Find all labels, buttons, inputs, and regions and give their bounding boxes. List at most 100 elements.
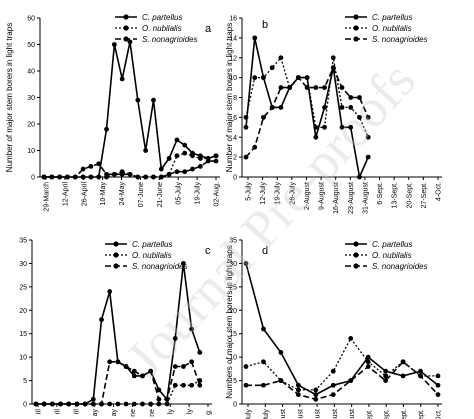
panel-label: c: [205, 245, 211, 257]
data-point: [33, 401, 39, 407]
x-tick-label: 07-June: [138, 182, 145, 207]
data-point: [123, 364, 129, 369]
y-tick-label: 20: [19, 308, 27, 315]
data-point: [181, 364, 186, 369]
legend-entry: S. nonagrioides: [142, 35, 198, 44]
data-point: [313, 124, 319, 130]
panel-label: a: [205, 23, 212, 35]
data-point: [127, 39, 133, 45]
data-point: [65, 174, 70, 180]
y-tick-label: 20: [229, 308, 237, 315]
x-tick-label: 02-Aug.: [214, 182, 221, 207]
data-point: [41, 401, 47, 407]
data-point: [348, 336, 354, 341]
series-line: [245, 263, 439, 396]
data-point: [330, 55, 336, 61]
data-point: [197, 164, 203, 169]
data-point: [348, 95, 354, 100]
data-point: [261, 114, 266, 120]
data-point: [181, 382, 186, 388]
data-point: [49, 401, 55, 407]
legend-entry: O. nubilalis: [372, 24, 412, 33]
data-point: [365, 154, 371, 160]
data-point: [304, 75, 310, 81]
data-point: [435, 392, 441, 398]
data-point: [322, 85, 327, 90]
legend-marker: [353, 14, 359, 20]
x-tick-label: Oct.: [436, 409, 443, 419]
data-point: [174, 137, 180, 143]
data-point: [148, 368, 154, 374]
data-point: [435, 373, 441, 379]
legend-marker: [123, 25, 129, 31]
data-point: [151, 97, 156, 103]
data-point: [174, 153, 180, 159]
data-point: [213, 158, 219, 164]
y-tick-label: 30: [27, 95, 35, 102]
data-point: [148, 401, 154, 407]
y-axis-label: Number of major stem borers in light tra…: [5, 23, 14, 172]
data-point: [365, 114, 371, 120]
data-point: [197, 156, 203, 161]
data-point: [166, 171, 172, 177]
data-point: [313, 387, 319, 393]
data-point: [107, 289, 113, 294]
data-point: [111, 171, 117, 177]
x-tick-label: 10-May: [100, 182, 107, 206]
data-point: [383, 373, 389, 379]
x-tick-label: Sept.: [401, 409, 408, 419]
data-point: [365, 359, 371, 365]
x-tick-label: ril: [73, 409, 80, 415]
data-point: [151, 174, 156, 180]
data-point: [278, 105, 284, 110]
data-point: [131, 401, 137, 407]
series-line: [44, 41, 217, 178]
data-point: [174, 169, 180, 175]
series-line: [245, 65, 369, 158]
y-tick-label: 10: [229, 75, 237, 82]
data-point: [213, 153, 219, 159]
series-line: [246, 360, 439, 401]
data-point: [143, 148, 149, 153]
x-tick-label: ril: [54, 409, 61, 415]
data-point: [269, 105, 275, 110]
x-tick-label: 24-May: [119, 182, 126, 206]
x-tick-label: 20-Sept.: [406, 182, 413, 209]
legend-marker: [113, 252, 119, 258]
data-point: [49, 174, 55, 180]
data-point: [140, 401, 145, 407]
data-point: [322, 124, 327, 130]
legend-marker: [353, 25, 359, 31]
data-point: [156, 401, 162, 407]
data-point: [189, 326, 195, 332]
data-point: [304, 85, 310, 90]
data-point: [123, 401, 129, 407]
data-point: [80, 174, 86, 180]
data-point: [189, 359, 195, 365]
data-point: [96, 174, 102, 180]
y-tick-label: 4: [233, 135, 237, 142]
data-point: [435, 382, 441, 388]
data-point: [140, 373, 145, 379]
data-point: [111, 42, 117, 47]
x-tick-label: 16-August: [333, 182, 340, 214]
data-point: [261, 326, 266, 332]
data-point: [197, 350, 203, 355]
data-point: [348, 378, 354, 383]
data-point: [252, 35, 258, 41]
data-point: [131, 368, 137, 374]
y-tick-label: 10: [27, 148, 35, 155]
data-point: [156, 387, 162, 393]
data-point: [41, 174, 47, 180]
y-tick-label: 15: [19, 331, 27, 338]
data-point: [58, 401, 63, 407]
data-point: [339, 105, 345, 110]
y-tick-label: 15: [229, 331, 237, 338]
x-tick-label: 13-Sept.: [392, 182, 399, 209]
data-point: [182, 142, 188, 148]
data-point: [278, 378, 284, 383]
panel-a: 0 10 20 30 40 50 60 29-March 12-April 26-April 10-…: [5, 13, 221, 212]
data-point: [143, 174, 149, 180]
data-point: [119, 171, 125, 177]
data-point: [243, 382, 249, 388]
